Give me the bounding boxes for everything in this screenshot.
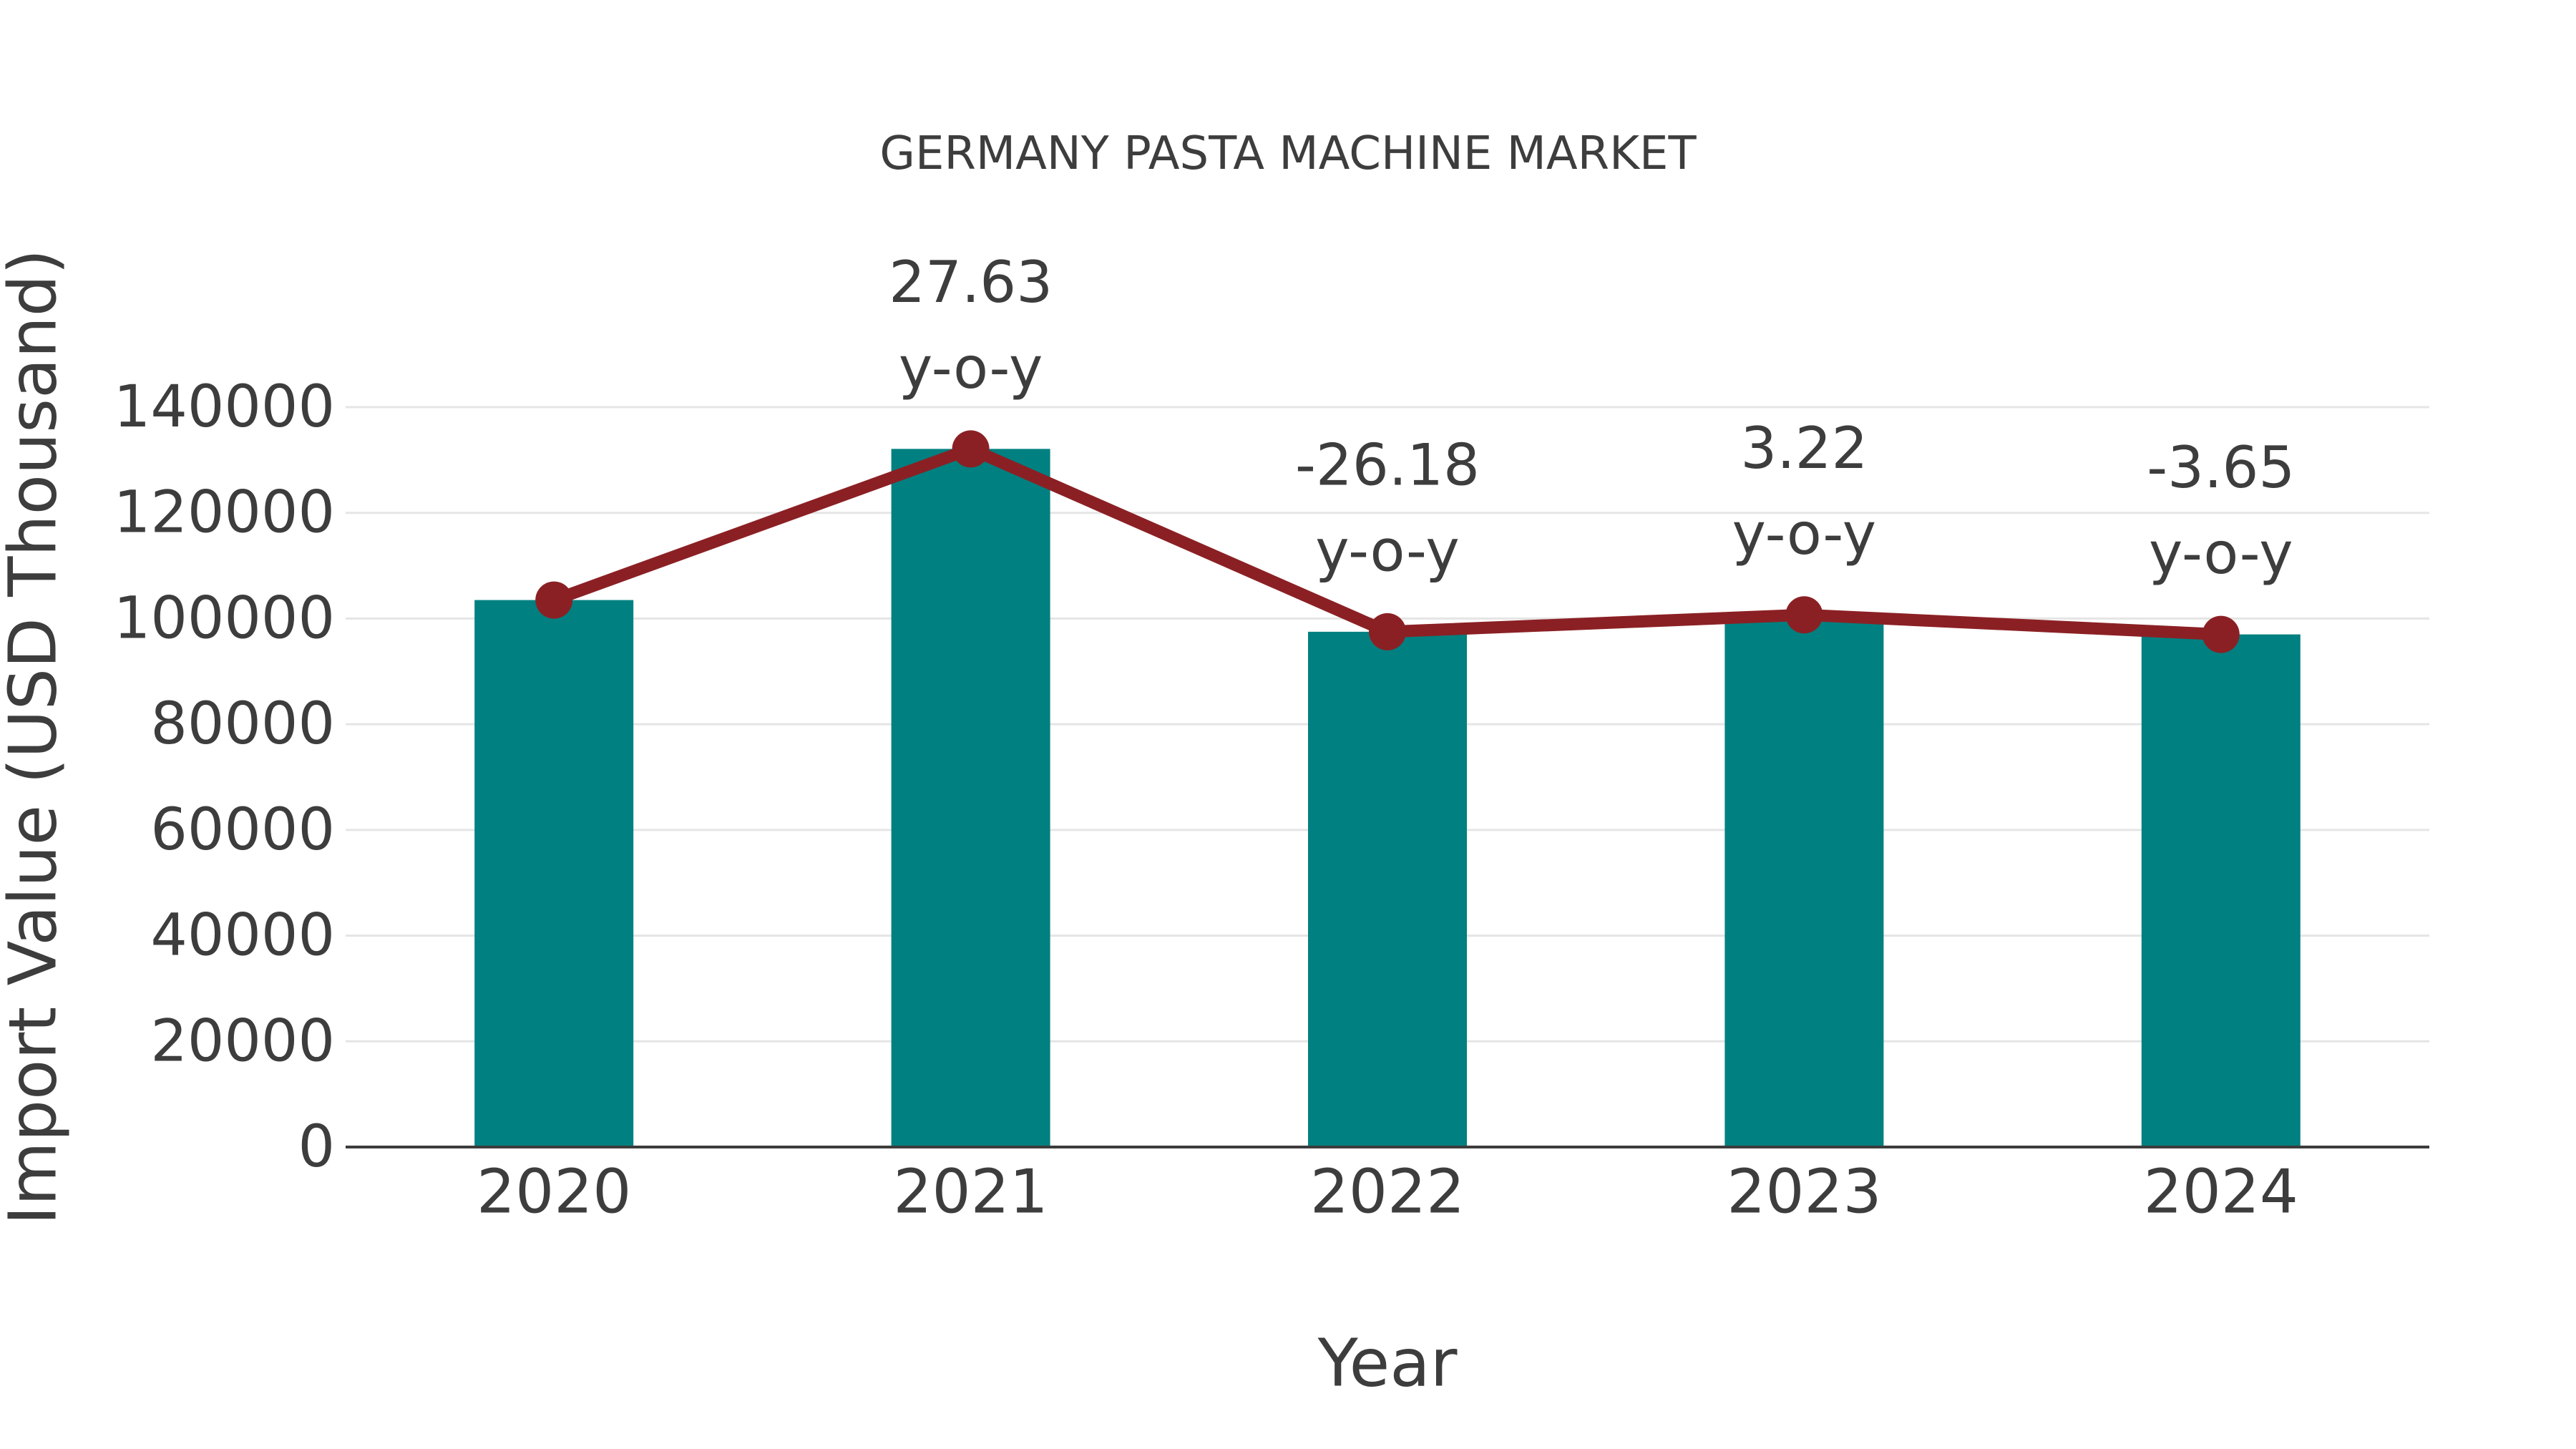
y-axis-label: Import Value (USD Thousand)	[0, 249, 72, 1225]
annotation-value-2021: 27.63	[889, 249, 1053, 316]
annotation-yoy-label-2022: y-o-y	[1315, 517, 1460, 584]
bar-2022	[1308, 631, 1467, 1147]
y-tick-label-40000: 40000	[150, 902, 335, 970]
x-tick-label-2020: 2020	[477, 1157, 631, 1228]
y-tick-label-80000: 80000	[150, 691, 335, 758]
x-tick-label-2022: 2022	[1310, 1157, 1465, 1228]
bar-2021	[891, 449, 1050, 1147]
y-tick-label-140000: 140000	[114, 374, 335, 441]
annotation-value-2022: -26.18	[1295, 431, 1480, 498]
annotation-yoy-label-2024: y-o-y	[2149, 520, 2293, 587]
y-tick-label-60000: 60000	[150, 796, 335, 864]
annotation-yoy-label-2023: y-o-y	[1732, 501, 1877, 567]
chart-title: GERMANY PASTA MACHINE MARKET	[879, 127, 1697, 180]
x-axis-label: Year	[1317, 1325, 1458, 1402]
x-tick-label-2023: 2023	[1727, 1157, 1881, 1228]
marker-2024	[2202, 615, 2240, 653]
x-tick-label-2021: 2021	[893, 1157, 1048, 1228]
bar-2020	[474, 600, 634, 1147]
annotation-value-2023: 3.22	[1740, 415, 1868, 482]
marker-2020	[535, 581, 573, 619]
marker-2022	[1369, 613, 1406, 650]
annotation-yoy-label-2021: y-o-y	[899, 335, 1043, 401]
y-tick-label-100000: 100000	[114, 585, 335, 652]
bar-2024	[2141, 634, 2301, 1147]
x-tick-label-2024: 2024	[2144, 1157, 2298, 1228]
annotation-value-2024: -3.65	[2147, 434, 2295, 501]
bar-2023	[1724, 615, 1884, 1147]
y-tick-label-120000: 120000	[114, 479, 335, 547]
y-tick-label-0: 0	[298, 1113, 335, 1181]
marker-2021	[952, 430, 990, 468]
marker-2023	[1785, 596, 1823, 634]
y-tick-label-20000: 20000	[150, 1008, 335, 1075]
